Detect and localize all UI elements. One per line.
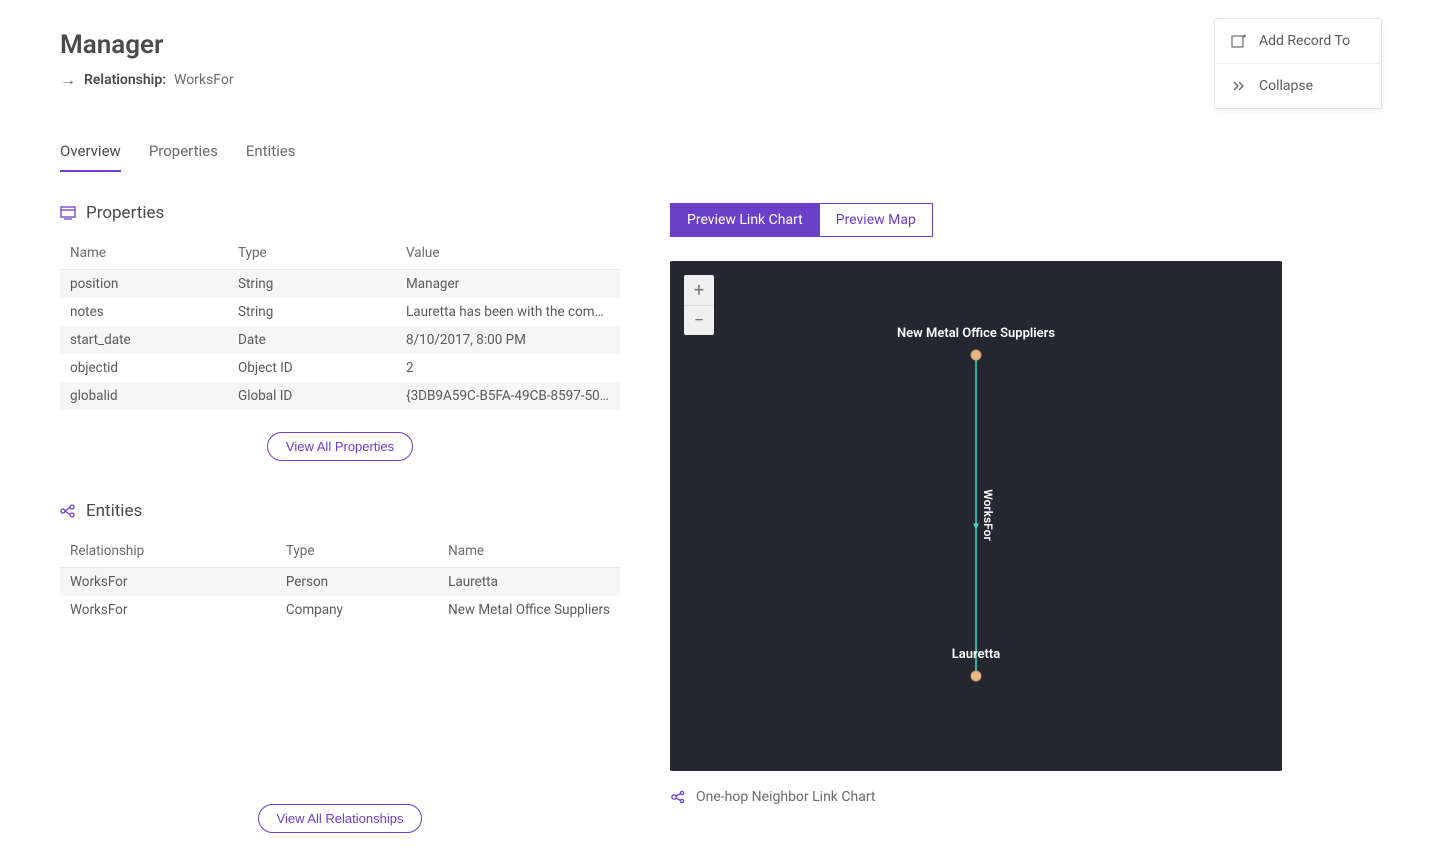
svg-text:WorksFor: WorksFor — [981, 489, 995, 541]
properties-section-header: Properties — [60, 203, 620, 223]
cell-type: Company — [276, 596, 438, 624]
add-record-to-button[interactable]: Add Record To — [1215, 19, 1381, 64]
cell-relationship: WorksFor — [60, 596, 276, 624]
properties-col-value: Value — [396, 237, 620, 270]
table-row: positionStringManager — [60, 270, 620, 299]
link-chart-footer: One-hop Neighbor Link Chart — [670, 789, 1290, 805]
link-chart-canvas[interactable]: + − WorksForNew Metal Office SuppliersLa… — [670, 261, 1282, 771]
tab-overview[interactable]: Overview — [60, 142, 121, 172]
preview-map-tab[interactable]: Preview Map — [820, 203, 933, 237]
entities-table: Relationship Type Name WorksForPersonLau… — [60, 535, 620, 624]
entities-section-header: Entities — [60, 501, 620, 521]
table-row: WorksForCompanyNew Metal Office Supplier… — [60, 596, 620, 624]
table-row: WorksForPersonLauretta — [60, 568, 620, 597]
cell-value: Manager — [396, 270, 620, 299]
cell-relationship: WorksFor — [60, 568, 276, 597]
cell-value: 2 — [396, 354, 620, 382]
table-row: objectidObject ID2 — [60, 354, 620, 382]
breadcrumb: → Relationship: WorksFor — [60, 70, 234, 90]
cell-type: Date — [228, 326, 396, 354]
table-row: start_dateDate8/10/2017, 8:00 PM — [60, 326, 620, 354]
cell-value: Lauretta has been with the compan… — [396, 298, 620, 326]
collapse-label: Collapse — [1259, 78, 1313, 94]
entities-col-relationship: Relationship — [60, 535, 276, 568]
link-chart-svg: WorksFor New Metal Office Suppliers Lauret… — [670, 261, 1282, 771]
cell-value: 8/10/2017, 8:00 PM — [396, 326, 620, 354]
properties-col-name: Name — [60, 237, 228, 270]
collapse-button[interactable]: Collapse — [1215, 64, 1381, 108]
link-chart-footer-label: One-hop Neighbor Link Chart — [696, 789, 875, 805]
cell-type: Global ID — [228, 382, 396, 410]
collapse-icon — [1231, 78, 1247, 94]
cell-type: Person — [276, 568, 438, 597]
tab-entities[interactable]: Entities — [246, 142, 296, 172]
breadcrumb-label: Relationship: — [84, 72, 166, 88]
cell-name: notes — [60, 298, 228, 326]
cell-type: Object ID — [228, 354, 396, 382]
entity-name-link[interactable]: New Metal Office Suppliers — [438, 596, 620, 624]
tab-bar: Overview Properties Entities — [60, 142, 1392, 173]
add-record-label: Add Record To — [1259, 33, 1350, 49]
action-menu: Add Record To Collapse — [1214, 18, 1382, 109]
table-row: notesStringLauretta has been with the co… — [60, 298, 620, 326]
cell-value: {3DB9A59C-B5FA-49CB-8597-5097… — [396, 382, 620, 410]
cell-type: String — [228, 270, 396, 299]
arrow-right-icon: → — [60, 70, 76, 90]
entities-title: Entities — [86, 501, 142, 521]
view-all-relationships-button[interactable]: View All Relationships — [258, 804, 423, 833]
properties-col-type: Type — [228, 237, 396, 270]
entity-name-link[interactable]: Lauretta — [438, 568, 620, 597]
svg-text:New Metal Office Suppliers: New Metal Office Suppliers — [897, 326, 1055, 341]
preview-tab-bar: Preview Link Chart Preview Map — [670, 203, 1290, 237]
cell-type: String — [228, 298, 396, 326]
cell-name: globalid — [60, 382, 228, 410]
table-row: globalidGlobal ID{3DB9A59C-B5FA-49CB-859… — [60, 382, 620, 410]
page-title: Manager — [60, 30, 234, 60]
properties-title: Properties — [86, 203, 164, 223]
entities-icon — [60, 503, 76, 519]
properties-icon — [60, 205, 76, 221]
neighbor-icon — [670, 789, 686, 805]
add-record-icon — [1231, 33, 1247, 49]
svg-text:Lauretta: Lauretta — [952, 647, 1001, 662]
entities-col-name: Name — [438, 535, 620, 568]
cell-name: start_date — [60, 326, 228, 354]
view-all-properties-button[interactable]: View All Properties — [267, 432, 413, 461]
preview-link-chart-tab[interactable]: Preview Link Chart — [670, 203, 820, 237]
tab-properties[interactable]: Properties — [149, 142, 218, 172]
properties-table: Name Type Value positionStringManagernot… — [60, 237, 620, 410]
cell-name: position — [60, 270, 228, 299]
cell-name: objectid — [60, 354, 228, 382]
entities-col-type: Type — [276, 535, 438, 568]
breadcrumb-value: WorksFor — [174, 72, 234, 88]
